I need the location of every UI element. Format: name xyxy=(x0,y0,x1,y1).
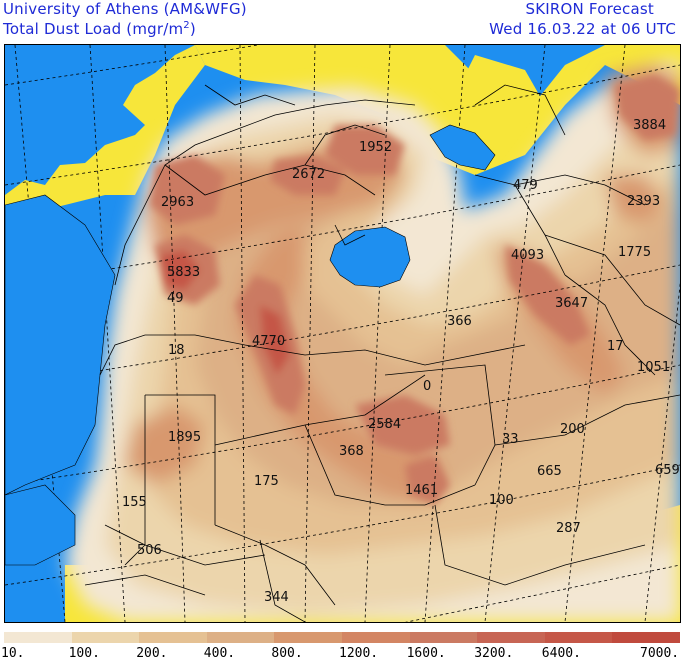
map-value: 17 xyxy=(607,339,624,354)
map-value: 49 xyxy=(167,291,184,306)
forecast-name: SKIRON Forecast xyxy=(525,0,654,18)
inner-seas xyxy=(5,124,496,566)
map-value: 2393 xyxy=(627,194,660,209)
legend-label: 7000. xyxy=(640,646,680,661)
map-value: 100 xyxy=(489,493,514,508)
black-sea xyxy=(329,226,411,288)
map-value: 3647 xyxy=(555,296,588,311)
map-value: 1461 xyxy=(405,483,438,498)
atlantic-south xyxy=(5,484,76,566)
value-labels: 3884 1952 2672 479 2393 2963 4093 1775 5… xyxy=(122,118,680,605)
map-value: 287 xyxy=(556,521,581,536)
map-value: 1952 xyxy=(359,140,392,155)
legend-swatch xyxy=(4,632,73,643)
legend-label: 100. xyxy=(68,646,100,661)
legend-swatch xyxy=(71,632,140,643)
lat-lon-grid xyxy=(5,45,680,622)
map-value: 5833 xyxy=(167,265,200,280)
dust-maxima xyxy=(150,75,680,505)
legend-swatch xyxy=(274,632,343,643)
map-value: 200 xyxy=(560,422,585,437)
legend-colorbar xyxy=(4,632,681,643)
dust-map-svg: 3884 1952 2672 479 2393 2963 4093 1775 5… xyxy=(5,45,680,622)
map-value: 368 xyxy=(339,444,364,459)
legend-swatch xyxy=(342,632,411,643)
dust-map: 3884 1952 2672 479 2393 2963 4093 1775 5… xyxy=(4,44,681,623)
legend-swatch xyxy=(612,632,681,643)
map-value: 18 xyxy=(168,343,185,358)
legend-swatch xyxy=(477,632,546,643)
northern-sea-inlet xyxy=(429,124,496,171)
variable-title: Total Dust Load (mgr/m2) xyxy=(3,20,196,38)
map-value: 3884 xyxy=(633,118,666,133)
variable-title-text: Total Dust Load (mgr/m xyxy=(3,20,184,38)
map-value: 155 xyxy=(122,495,147,510)
legend-label: 6400. xyxy=(541,646,581,661)
map-value: 33 xyxy=(502,432,519,447)
map-value: 2672 xyxy=(292,167,325,182)
legend-swatch xyxy=(409,632,478,643)
map-value: 506 xyxy=(137,543,162,558)
map-value: 2963 xyxy=(161,195,194,210)
legend-label: 200. xyxy=(136,646,168,661)
map-value: 1051 xyxy=(637,360,670,375)
legend-label: 1200. xyxy=(339,646,379,661)
legend-swatch xyxy=(544,632,613,643)
map-value: 1895 xyxy=(168,430,201,445)
map-value: 0 xyxy=(423,379,431,394)
map-value: 665 xyxy=(537,464,562,479)
product-title: University of Athens (AM&WFG) xyxy=(3,0,247,18)
map-value: 4093 xyxy=(511,248,544,263)
map-value: 175 xyxy=(254,474,279,489)
legend-swatch xyxy=(139,632,208,643)
legend-label: 800. xyxy=(271,646,303,661)
legend-swatch xyxy=(206,632,275,643)
map-value: 659 xyxy=(655,463,680,478)
map-value: 4770 xyxy=(252,334,285,349)
legend-label: 3200. xyxy=(474,646,514,661)
units-superscript: 2 xyxy=(183,20,190,31)
map-value: 1775 xyxy=(618,245,651,260)
map-value: 2584 xyxy=(368,417,401,432)
map-value: 344 xyxy=(264,590,289,605)
legend-label: 1600. xyxy=(406,646,446,661)
legend-label: 400. xyxy=(203,646,236,661)
forecast-time: Wed 16.03.22 at 06 UTC xyxy=(489,20,676,38)
map-value: 479 xyxy=(513,178,538,193)
legend-label: 10. xyxy=(1,646,25,661)
borders xyxy=(84,84,680,622)
variable-title-close: ) xyxy=(189,20,196,38)
map-value: 366 xyxy=(447,314,472,329)
